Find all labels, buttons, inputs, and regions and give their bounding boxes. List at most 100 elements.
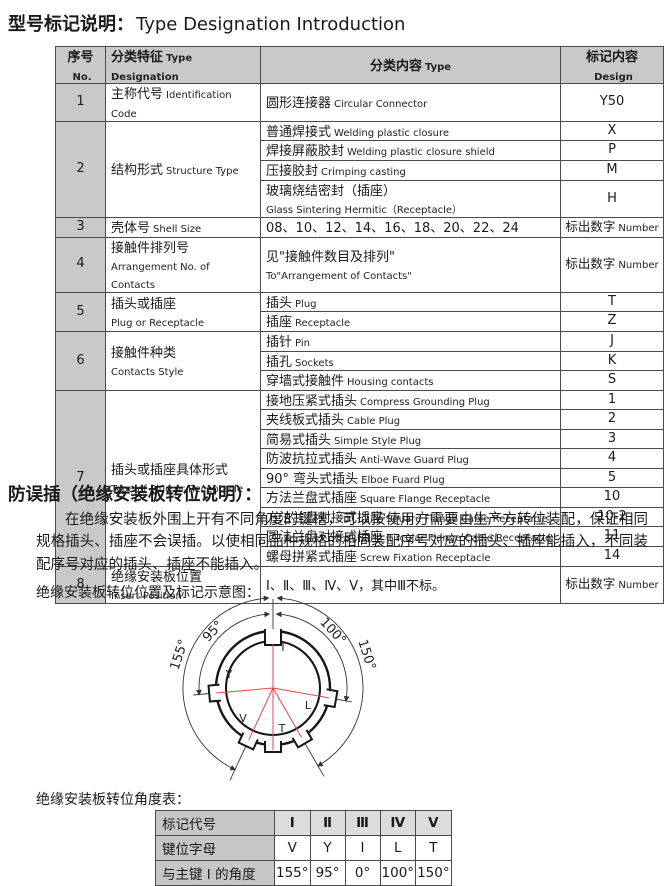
row-design: 标出数字 Number <box>560 217 664 238</box>
header-feature: 分类特征 Type Designation <box>105 45 261 85</box>
row-feature: 壳体号 Shell Size <box>105 217 261 238</box>
key-letter-top: I <box>281 641 284 654</box>
row-content: 插头 Plug <box>260 291 561 313</box>
table-row: 4 接触件排列号 Arrangement No. of Contacts 见"接触… <box>55 236 664 293</box>
header-no: 序号No. <box>55 45 106 85</box>
row-design: 10 <box>560 487 664 508</box>
angle-table-cell: Ⅱ <box>309 810 346 836</box>
keyway-slot-top <box>264 629 282 646</box>
table-header-row: 序号No. 分类特征 Type Designation 分类内容 Type 标记内容… <box>55 45 664 85</box>
header-design: 标记内容Design <box>560 45 664 85</box>
row-design: 4 <box>560 448 664 469</box>
keyway-bottom-left <box>237 732 259 751</box>
angle-table-row: 与主键 Ⅰ 的角度 155° 95° 0° 100° 150° <box>155 860 452 886</box>
keyway-left <box>207 683 221 703</box>
row-no: 1 <box>55 83 106 122</box>
row-feature: 插头或插座 Plug or Receptacle <box>105 291 261 333</box>
angle-table-cell: T <box>415 835 452 861</box>
row-design: 3 <box>560 428 664 450</box>
table-row: 螺母拼紧式插座 Screw Fixation Receptacle 14 <box>56 546 664 567</box>
row-content: 普通焊接式 Welding plastic closure <box>260 120 561 142</box>
row-content: 螺母拼紧式插座 Screw Fixation Receptacle <box>260 546 561 567</box>
angle-table-caption: 绝缘安装板转位角度表： <box>36 792 190 808</box>
key-letter-bottom-left: V <box>239 712 247 725</box>
row-content: Ⅰ、Ⅱ、Ⅲ、Ⅳ、Ⅴ，其中Ⅲ不标。 <box>260 565 561 605</box>
angle-table-cell: Ⅲ <box>344 810 381 836</box>
row-design: 14 <box>560 546 664 567</box>
row-content: 压接胶封 Crimping casting <box>260 160 561 181</box>
keyway-bottom-right <box>291 729 314 749</box>
row-design: 标出数字 Number <box>560 565 664 605</box>
angle-table-cell: 0° <box>344 860 381 886</box>
rotation-diagram: 95° 155° 100° 150° I Y V T L <box>168 596 378 781</box>
dimension-arc-150 <box>276 596 364 767</box>
row-content: 玻璃烧结密封（插座） Glass Sintering Hermitic（Recep… <box>260 179 561 219</box>
row-content: 08、10、12、14、16、18、20、22、24 <box>260 217 561 238</box>
row-content: 圆形连接器 Circular Connector <box>260 83 561 122</box>
table-row: 玻璃烧结密封（插座） Glass Sintering Hermitic（Recep… <box>56 179 664 219</box>
row-no: 4 <box>55 236 106 293</box>
row-content: 简易式插头 Simple Style Plug <box>260 428 561 450</box>
angle-table-cell: Y <box>309 835 346 861</box>
key-letter-bottom: T <box>278 722 286 735</box>
extension-line-bottom-right <box>303 741 325 777</box>
row-feature: 插头或插座具体形式 Type of Plug or Receptacle <box>105 389 261 567</box>
row-content: 插孔 Sockets <box>260 350 561 372</box>
angle-label-150: 150° <box>354 638 378 672</box>
row-design: M <box>560 160 664 181</box>
row-feature: 绝缘安装板位置 Insert Position <box>105 565 261 605</box>
angle-table-cell: 150° <box>415 860 452 886</box>
row-design: 5 <box>560 467 664 489</box>
page-title: 型号标记说明： Type Designation Introduction <box>8 10 405 36</box>
row-design: Z <box>560 311 664 332</box>
row-feature: 接触件种类 Contacts Style <box>105 331 261 391</box>
row-no: 5 <box>55 291 106 333</box>
row-design: X <box>560 120 664 142</box>
angle-table-cell: 100° <box>379 860 417 886</box>
row-content: 防波抗拉式插头 Anti-Wave Guard Plug <box>260 448 561 469</box>
table-row: 8 绝缘安装板位置 Insert Position Ⅰ、Ⅱ、Ⅲ、Ⅳ、Ⅴ，其中Ⅲ不标… <box>55 565 664 605</box>
row-design: P <box>560 140 664 161</box>
angle-table-label: 标记代号 <box>155 810 275 836</box>
page-title-zh: 型号标记说明： <box>8 14 134 35</box>
row-no: 6 <box>55 331 106 391</box>
table-row: 3 壳体号 Shell Size 08、10、12、14、16、18、20、22、… <box>55 217 664 238</box>
position-radials <box>216 644 330 750</box>
table-row: 90° 弯头式插头 Elboe Fuard Plug 5 <box>56 467 664 489</box>
angle-label-155: 155° <box>168 638 192 672</box>
anti-misplug-heading: 防误插（绝缘安装板转位说明）： <box>8 485 262 505</box>
row-content: 圆法兰盘对接式插座 Circular Flange Cable Receptacl… <box>260 526 561 548</box>
row-design: S <box>560 370 664 391</box>
row-feature: 主称代号 Identification Code <box>105 83 261 122</box>
angle-table-label: 与主键 Ⅰ 的角度 <box>155 860 275 886</box>
angle-table-row: 键位字母 V Y I L T <box>155 835 452 861</box>
row-design: T <box>560 291 664 313</box>
angle-table-cell: V <box>274 835 311 861</box>
row-design: H <box>560 179 664 219</box>
row-design: J <box>560 331 664 352</box>
table-row: 5 插头或插座 Plug or Receptacle 插头 Plug T <box>55 291 664 333</box>
row-no: 2 <box>55 120 106 219</box>
keyways <box>207 629 339 753</box>
row-no: 3 <box>55 217 106 238</box>
row-content: 接地压紧式插头 Compress Grounding Plug <box>260 389 561 411</box>
key-letter-right: L <box>305 699 312 712</box>
table-row: 7 插头或插座具体形式 Type of Plug or Receptacle 接地… <box>55 389 664 567</box>
row-content: 见"接触件数目及排列" To"Arrangement of Contacts" <box>260 236 561 293</box>
row-design: K <box>560 350 664 372</box>
table-row: 防波抗拉式插头 Anti-Wave Guard Plug 4 <box>56 448 664 469</box>
row-content: 90° 弯头式插头 Elboe Fuard Plug <box>260 467 561 489</box>
row-content: 焊接屏蔽胶封 Welding plastic closure shield <box>260 140 561 161</box>
angle-table-cell: 155° <box>274 860 311 886</box>
angle-table-cell: Ⅰ <box>274 810 311 836</box>
angle-table-row: 标记代号 Ⅰ Ⅱ Ⅲ Ⅳ Ⅴ <box>155 810 452 836</box>
rotation-angle-table: 标记代号 Ⅰ Ⅱ Ⅲ Ⅳ Ⅴ 键位字母 V Y I L T 与主键 Ⅰ 的角度 … <box>155 810 452 886</box>
page-title-en: Type Designation Introduction <box>136 14 406 35</box>
angle-label-95: 95° <box>200 618 227 645</box>
row-feature: 结构形式 Structure Type <box>105 120 261 219</box>
row-design: 标出数字 Number <box>560 236 664 293</box>
table-row: 压接胶封 Crimping casting M <box>56 160 664 181</box>
row-content: 插座 Receptacle <box>260 311 561 332</box>
row-design: 2 <box>560 409 664 430</box>
